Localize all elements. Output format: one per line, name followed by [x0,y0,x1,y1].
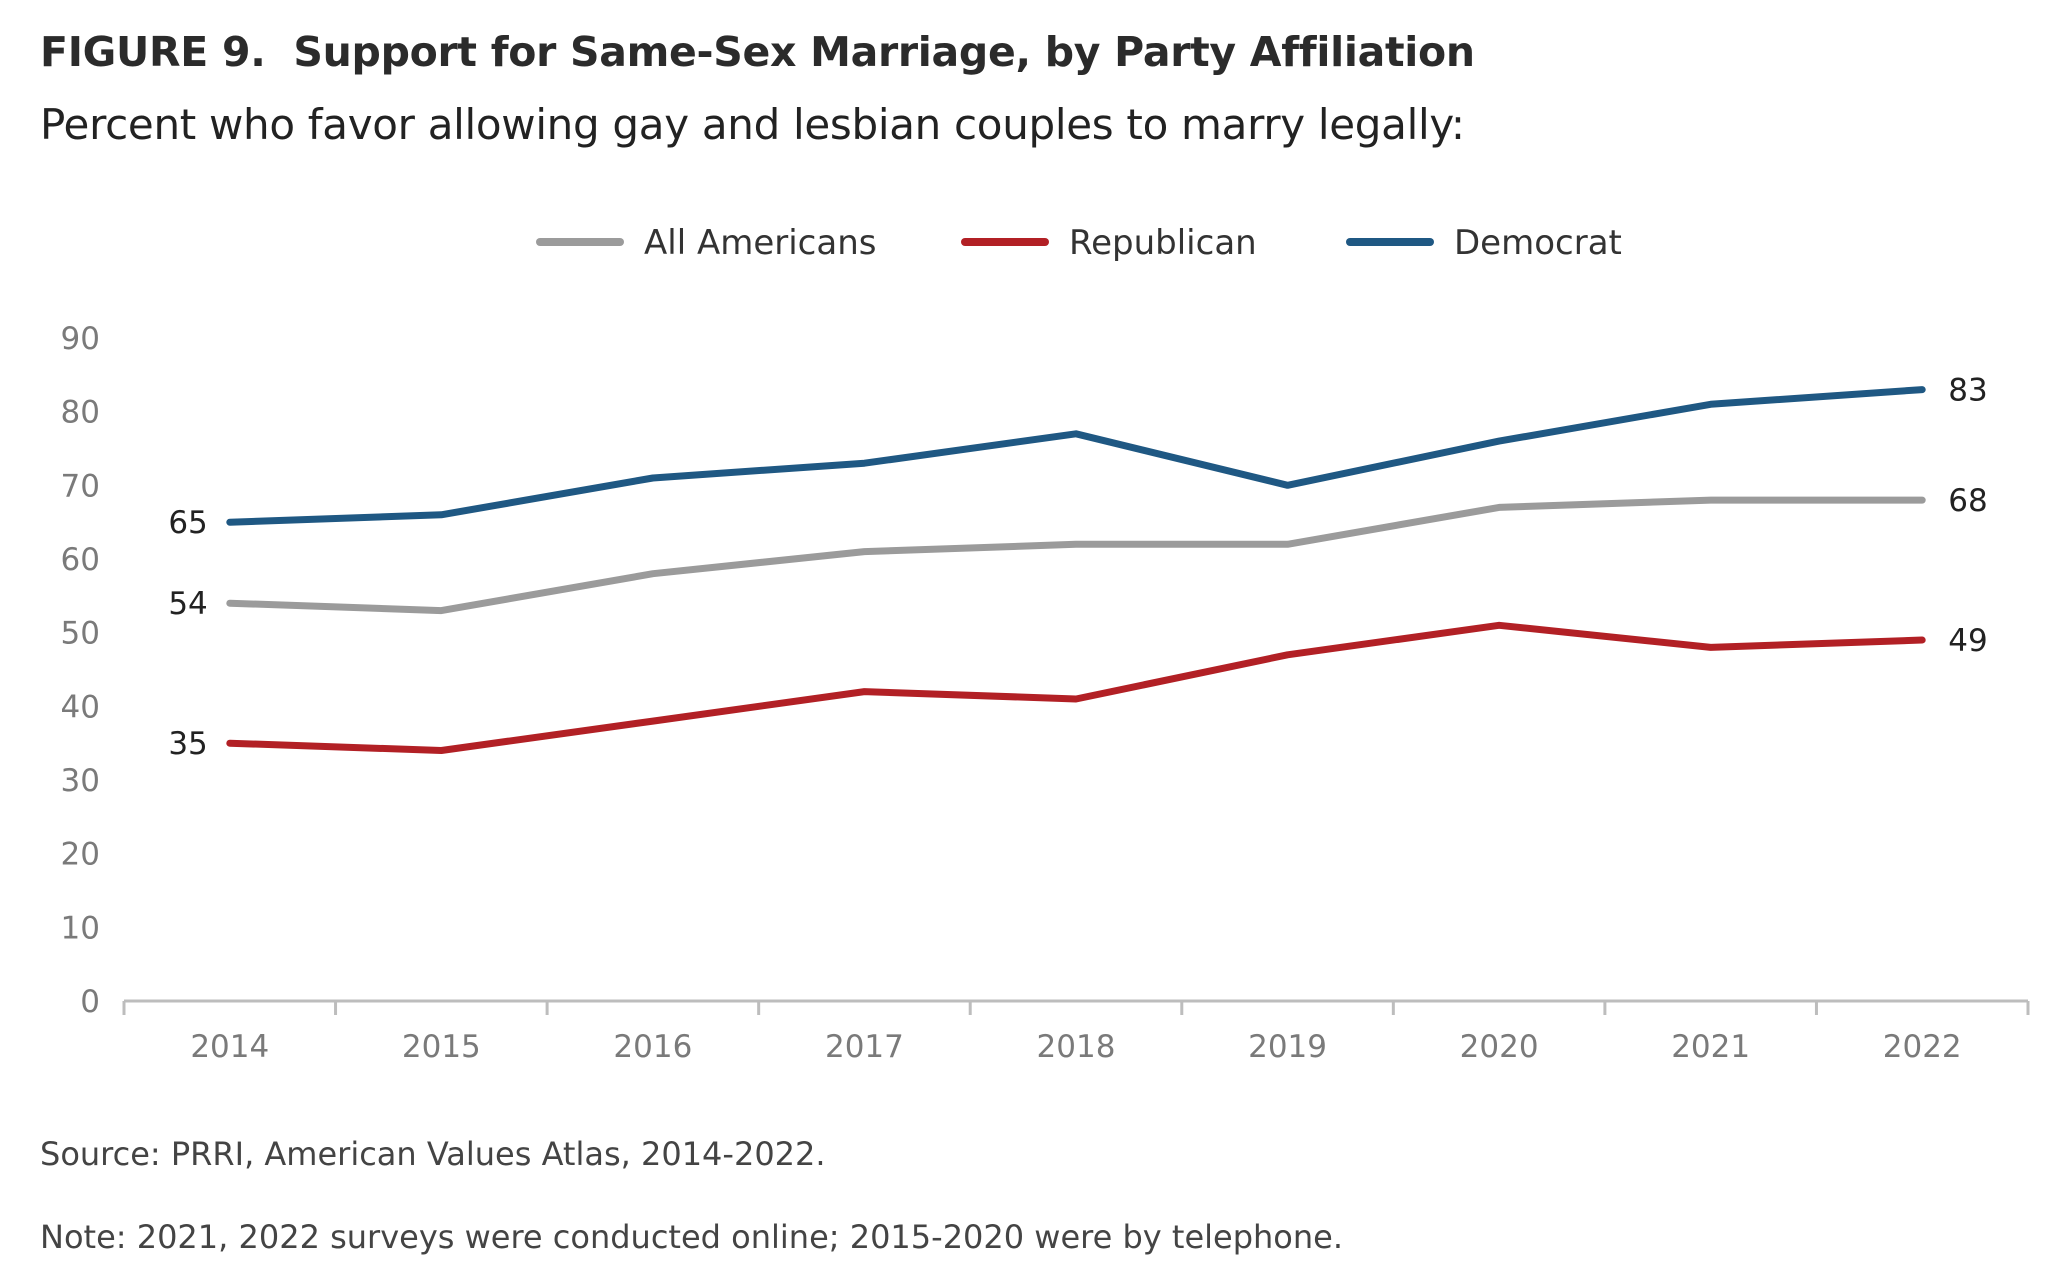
figure-title-text: Support for Same-Sex Marriage, by Party … [293,28,1475,76]
data-label-start-republican: 35 [168,726,207,762]
x-tick-label: 2020 [1460,1029,1539,1065]
y-tick-label: 80 [61,395,100,431]
y-tick-label: 60 [61,542,100,578]
line-chart: 0 10 20 30 40 50 60 70 80 90 2014 2015 2016 2017 2018 2… [61,223,2030,1065]
data-label-end-democrat: 83 [1948,373,1987,409]
x-tick-label: 2022 [1883,1029,1962,1065]
method-note: Note: 2021, 2022 surveys were conducted … [40,1218,1344,1256]
series-line-republican [226,621,1926,754]
figure-label: FIGURE 9. [40,28,266,76]
x-tick-label: 2016 [613,1029,692,1065]
y-tick-label: 50 [61,616,100,652]
figure-title: FIGURE 9. Support for Same-Sex Marriage,… [40,28,1475,76]
series-line-all-americans [226,496,1926,615]
y-tick-label: 10 [61,910,100,946]
x-tick-label: 2019 [1248,1029,1327,1065]
y-tick-label: 30 [61,763,100,799]
x-tick-label: 2018 [1037,1029,1116,1065]
y-tick-label: 0 [80,984,100,1020]
data-label-start-all-americans: 54 [168,586,207,622]
x-tick-label: 2015 [402,1029,481,1065]
x-tick-label: 2021 [1671,1029,1750,1065]
y-tick-label: 40 [61,689,100,725]
x-tick-label: 2014 [190,1029,269,1065]
y-tick-label: 90 [61,321,100,357]
series-line-democrat [226,386,1926,526]
data-label-end-republican: 49 [1948,623,1987,659]
figure-subtitle: Percent who favor allowing gay and lesbi… [40,100,1465,149]
legend-label-all-americans: All Americans [644,223,876,263]
source-note: Source: PRRI, American Values Atlas, 201… [40,1135,826,1173]
data-label-end-all-americans: 68 [1948,483,1987,519]
data-label-start-democrat: 65 [168,505,207,541]
legend-label-republican: Republican [1069,223,1257,263]
y-tick-label: 70 [61,468,100,504]
y-tick-label: 20 [61,837,100,873]
x-tick-label: 2017 [825,1029,904,1065]
legend-label-democrat: Democrat [1454,223,1622,263]
